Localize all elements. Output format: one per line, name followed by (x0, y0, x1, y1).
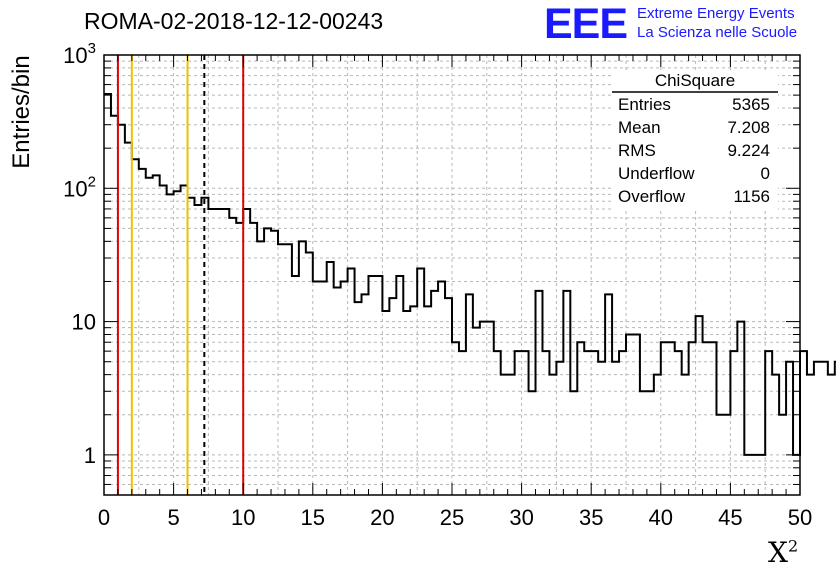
stats-box-title: ChiSquare (655, 71, 735, 90)
stats-row-value: 0 (761, 164, 770, 183)
stats-row-value: 7.208 (727, 118, 770, 137)
x-tick-label: 40 (649, 505, 673, 530)
y-tick-label: 102 (63, 173, 96, 201)
stats-row-label: RMS (618, 141, 656, 160)
x-axis-label: X2 (768, 536, 798, 569)
x-tick-label: 15 (301, 505, 325, 530)
stats-row-label: Overflow (618, 187, 686, 206)
x-tick-label: 5 (167, 505, 179, 530)
brand-line-2: La Scienza nelle Scuole (637, 24, 798, 41)
x-tick-label: 10 (231, 505, 255, 530)
stats-box: ChiSquare Entries 5365 Mean 7.208 RMS 9.224 Und… (612, 70, 778, 210)
y-tick-label: 10 (72, 310, 96, 335)
y-tick-label: 1 (84, 443, 96, 468)
plot-title: ROMA-02-2018-12-12-00243 (84, 8, 384, 34)
reference-lines (116, 55, 245, 495)
axes: 0 5 10 15 20 25 30 35 40 45 50 1 10 102 103 (63, 40, 812, 530)
x-tick-label: 30 (509, 505, 533, 530)
brand-line-1: Extreme Energy Events (637, 5, 795, 22)
x-tick-label: 45 (718, 505, 742, 530)
x-tick-label: 50 (788, 505, 812, 530)
x-tick-label: 25 (440, 505, 464, 530)
histogram-bins (104, 92, 836, 456)
stats-row-value: 5365 (732, 95, 770, 114)
stats-row-label: Entries (618, 95, 671, 114)
y-axis-label: Entries/bin (8, 55, 35, 169)
stats-row-value: 1156 (733, 187, 770, 206)
y-tick-label: 103 (63, 40, 96, 68)
x-axis-label-base: X (768, 536, 788, 569)
stats-box-bg (612, 70, 778, 210)
x-tick-label: 20 (370, 505, 394, 530)
brand-text: Extreme Energy Events La Scienza nelle S… (637, 4, 797, 42)
x-tick-label: 0 (98, 505, 110, 530)
stats-row-value: 9.224 (727, 141, 770, 160)
histogram-step-line (104, 92, 836, 456)
x-axis-label-exponent: 2 (787, 536, 799, 556)
x-tick-label: 35 (579, 505, 603, 530)
eee-logo: EEE (544, 0, 628, 48)
stats-row-label: Mean (618, 118, 661, 137)
stats-row-label: Underflow (618, 164, 695, 183)
